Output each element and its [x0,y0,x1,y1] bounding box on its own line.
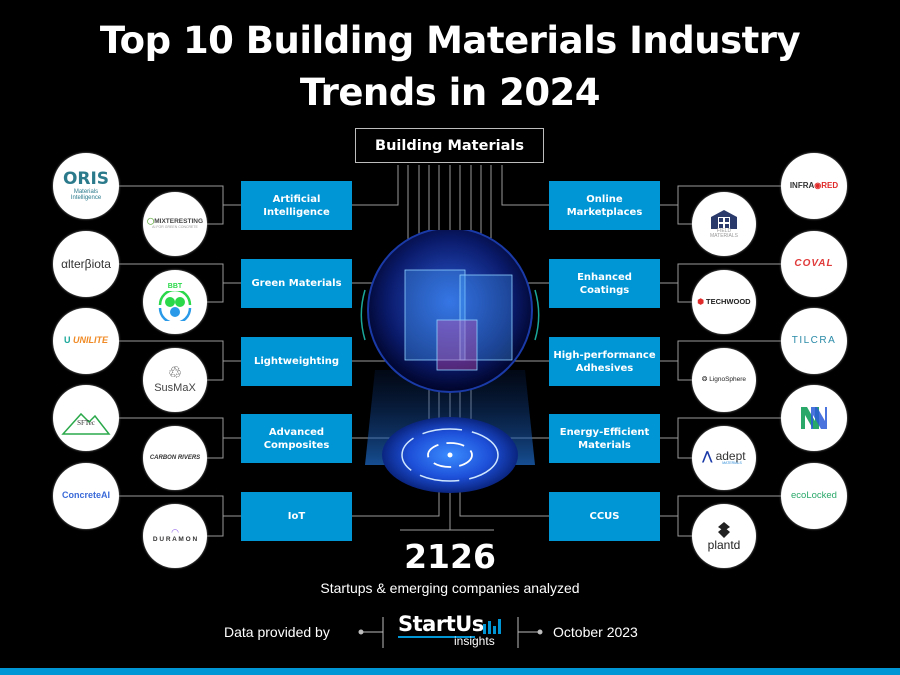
logo-coval: COVAL [781,231,847,297]
logo-lignosphere: ❂ LignoSphere [692,348,756,412]
logo-concreteai: ConcreteAI [53,463,119,529]
logo-carbon-rivers: CARBON RIVERS [143,426,207,490]
bottom-accent-bar [0,668,900,675]
startus-insights-logo[interactable]: StartUs insights [398,612,504,652]
report-date: October 2023 [553,624,638,640]
sphere-icon: ❂ [701,375,710,383]
trend-artificial-intelligence[interactable]: Artificial Intelligence [241,181,352,230]
logo-sftec: SFTec [53,385,119,451]
target-icon: ◉ [814,180,822,190]
startups-description: Startups & emerging companies analyzed [320,580,580,596]
leaf-stack-icon [718,521,730,538]
logo-plantd: plantd [692,504,756,568]
bar-chart-icon [483,619,501,634]
adept-mark-icon: ⋀ [702,448,716,463]
logo-alterbiota: αlterβiota [53,231,119,297]
logo-susmax: ♲ SusMaX [143,348,207,412]
page-title-line-2: Trends in 2024 [299,71,601,114]
page-title-line-1: Top 10 Building Materials Industry [99,19,801,62]
logo-mixteresting: ◯MIXTERESTING AI FOR GREEN CONCRETE [143,192,207,256]
nn-monogram-icon [801,407,827,429]
trend-ccus[interactable]: CCUS [549,492,660,541]
logo-field-materials: FIELD MATERIALS [692,192,756,256]
mountain-icon [61,413,111,436]
data-provided-by-label: Data provided by [224,624,330,640]
root-topic-box: Building Materials [355,128,544,163]
unilite-u-icon: U [64,335,73,346]
logo-duramon: ◠ D U R A M O N [143,504,207,568]
logo-oris: ORIS Materials Intelligence [53,153,119,219]
startups-count: 2126 [404,537,496,576]
warehouse-icon [711,209,737,229]
logo-adept-materials: ⋀ adept MATERIALS [692,426,756,490]
logo-unilite: U UNILITE [53,308,119,374]
logo-bbt: BBT [143,270,207,334]
trend-enhanced-coatings[interactable]: Enhanced Coatings [549,259,660,308]
trend-iot[interactable]: IoT [241,492,352,541]
logo-tilcra: TILCRA [781,308,847,374]
trend-online-marketplaces[interactable]: Online Marketplaces [549,181,660,230]
trend-green-materials[interactable]: Green Materials [241,259,352,308]
logo-infrared: INFRA◉RED [781,153,847,219]
trend-advanced-composites[interactable]: Advanced Composites [241,414,352,463]
logo-ecolocked: ecoLocked [781,463,847,529]
wifi-icon: ◠ [171,526,179,537]
trend-high-performance-adhesives[interactable]: High-performance Adhesives [549,337,660,386]
logo-nn [781,385,847,451]
trefoil-icon [158,290,192,321]
ring-icon: ◯ [146,217,155,225]
hexagon-icon: ⬢ [697,297,707,307]
hologram-building-illustration [360,230,540,493]
recycle-icon: ♲ [167,364,183,382]
trend-lightweighting[interactable]: Lightweighting [241,337,352,386]
logo-techwood: ⬢ TECHWOOD [692,270,756,334]
trend-energy-efficient-materials[interactable]: Energy-Efficient Materials [549,414,660,463]
